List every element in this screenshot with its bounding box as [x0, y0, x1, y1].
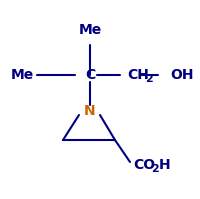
Text: Me: Me	[78, 23, 101, 37]
Text: N: N	[84, 104, 95, 118]
Text: 2: 2	[150, 164, 158, 174]
Text: 2: 2	[144, 74, 152, 84]
Text: CH: CH	[126, 68, 148, 82]
Text: OH: OH	[169, 68, 193, 82]
Text: C: C	[84, 68, 95, 82]
Text: H: H	[158, 158, 170, 172]
Text: CO: CO	[132, 158, 154, 172]
Text: Me: Me	[10, 68, 33, 82]
